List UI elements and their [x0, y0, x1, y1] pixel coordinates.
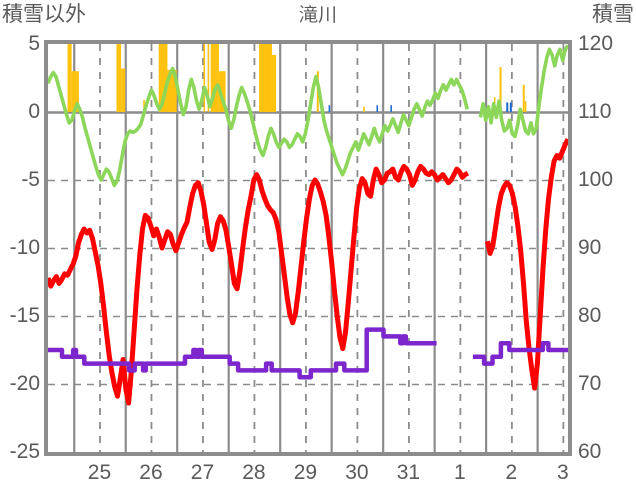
precip-snow-bar	[328, 105, 331, 112]
x-axis-tick: 26	[139, 461, 163, 484]
precip-snow-bar	[506, 102, 509, 112]
precip-other-bar	[67, 44, 72, 112]
series-snow-depth	[48, 327, 568, 380]
precip-other-bar	[218, 71, 226, 112]
series-humidity	[48, 44, 568, 188]
precip-other-bar	[259, 44, 272, 112]
series-temperature	[48, 138, 568, 406]
right-axis-tick: 90	[578, 236, 602, 259]
left-axis-tick: 0	[28, 100, 40, 123]
right-axis-tick: 110	[578, 100, 612, 123]
left-axis-tick: -5	[21, 168, 40, 191]
x-axis-tick: 30	[345, 461, 369, 484]
left-axis-title: 積雪以外	[2, 3, 86, 26]
precip-other-bar	[167, 69, 177, 112]
right-axis-tick: 120	[578, 32, 614, 55]
precip-other-bar	[158, 44, 168, 112]
precip-other-bar	[121, 68, 126, 112]
right-axis-tick: 100	[578, 168, 614, 191]
precip-snow-bar	[376, 105, 379, 112]
precip-other-bar	[363, 106, 365, 112]
precip-other-bar	[524, 101, 527, 112]
x-axis-tick: 25	[87, 461, 112, 484]
left-axis-tick: -25	[9, 440, 40, 463]
right-axis-tick: 60	[578, 440, 602, 463]
precip-other-bar	[210, 44, 219, 112]
precip-snow-bar	[390, 105, 392, 112]
x-axis-tick: 27	[190, 461, 215, 484]
right-axis-title: 積雪	[592, 3, 634, 26]
right-axis-tick: 80	[578, 304, 602, 327]
right-axis-tick: 70	[578, 372, 602, 395]
plot-area	[44, 40, 572, 456]
x-axis-tick: 2	[505, 461, 518, 484]
precip-other-bar	[116, 44, 122, 112]
precip-snow-bar	[509, 102, 512, 112]
left-axis-tick: 5	[28, 32, 40, 55]
chart-title: 滝川	[298, 5, 337, 26]
left-axis-tick: -10	[9, 236, 40, 259]
x-axis-tick: 3	[557, 461, 569, 484]
left-axis-tick: -20	[9, 372, 40, 395]
left-axis-tick: -15	[9, 304, 40, 327]
chart-canvas	[48, 44, 568, 452]
precip-other-bar	[71, 71, 79, 112]
precip-other-bar	[207, 44, 210, 112]
x-axis-tick: 29	[293, 461, 318, 484]
precip-other-bar	[143, 99, 145, 112]
precip-other-bar	[271, 54, 277, 112]
precip-other-bar	[499, 67, 502, 112]
x-axis-tick: 31	[396, 461, 421, 484]
x-axis-tick: 28	[242, 461, 266, 484]
precip-other-bar	[203, 44, 206, 112]
x-axis-tick: 1	[454, 461, 466, 484]
precip-other-bar	[522, 84, 525, 112]
plot-inner	[48, 44, 568, 452]
